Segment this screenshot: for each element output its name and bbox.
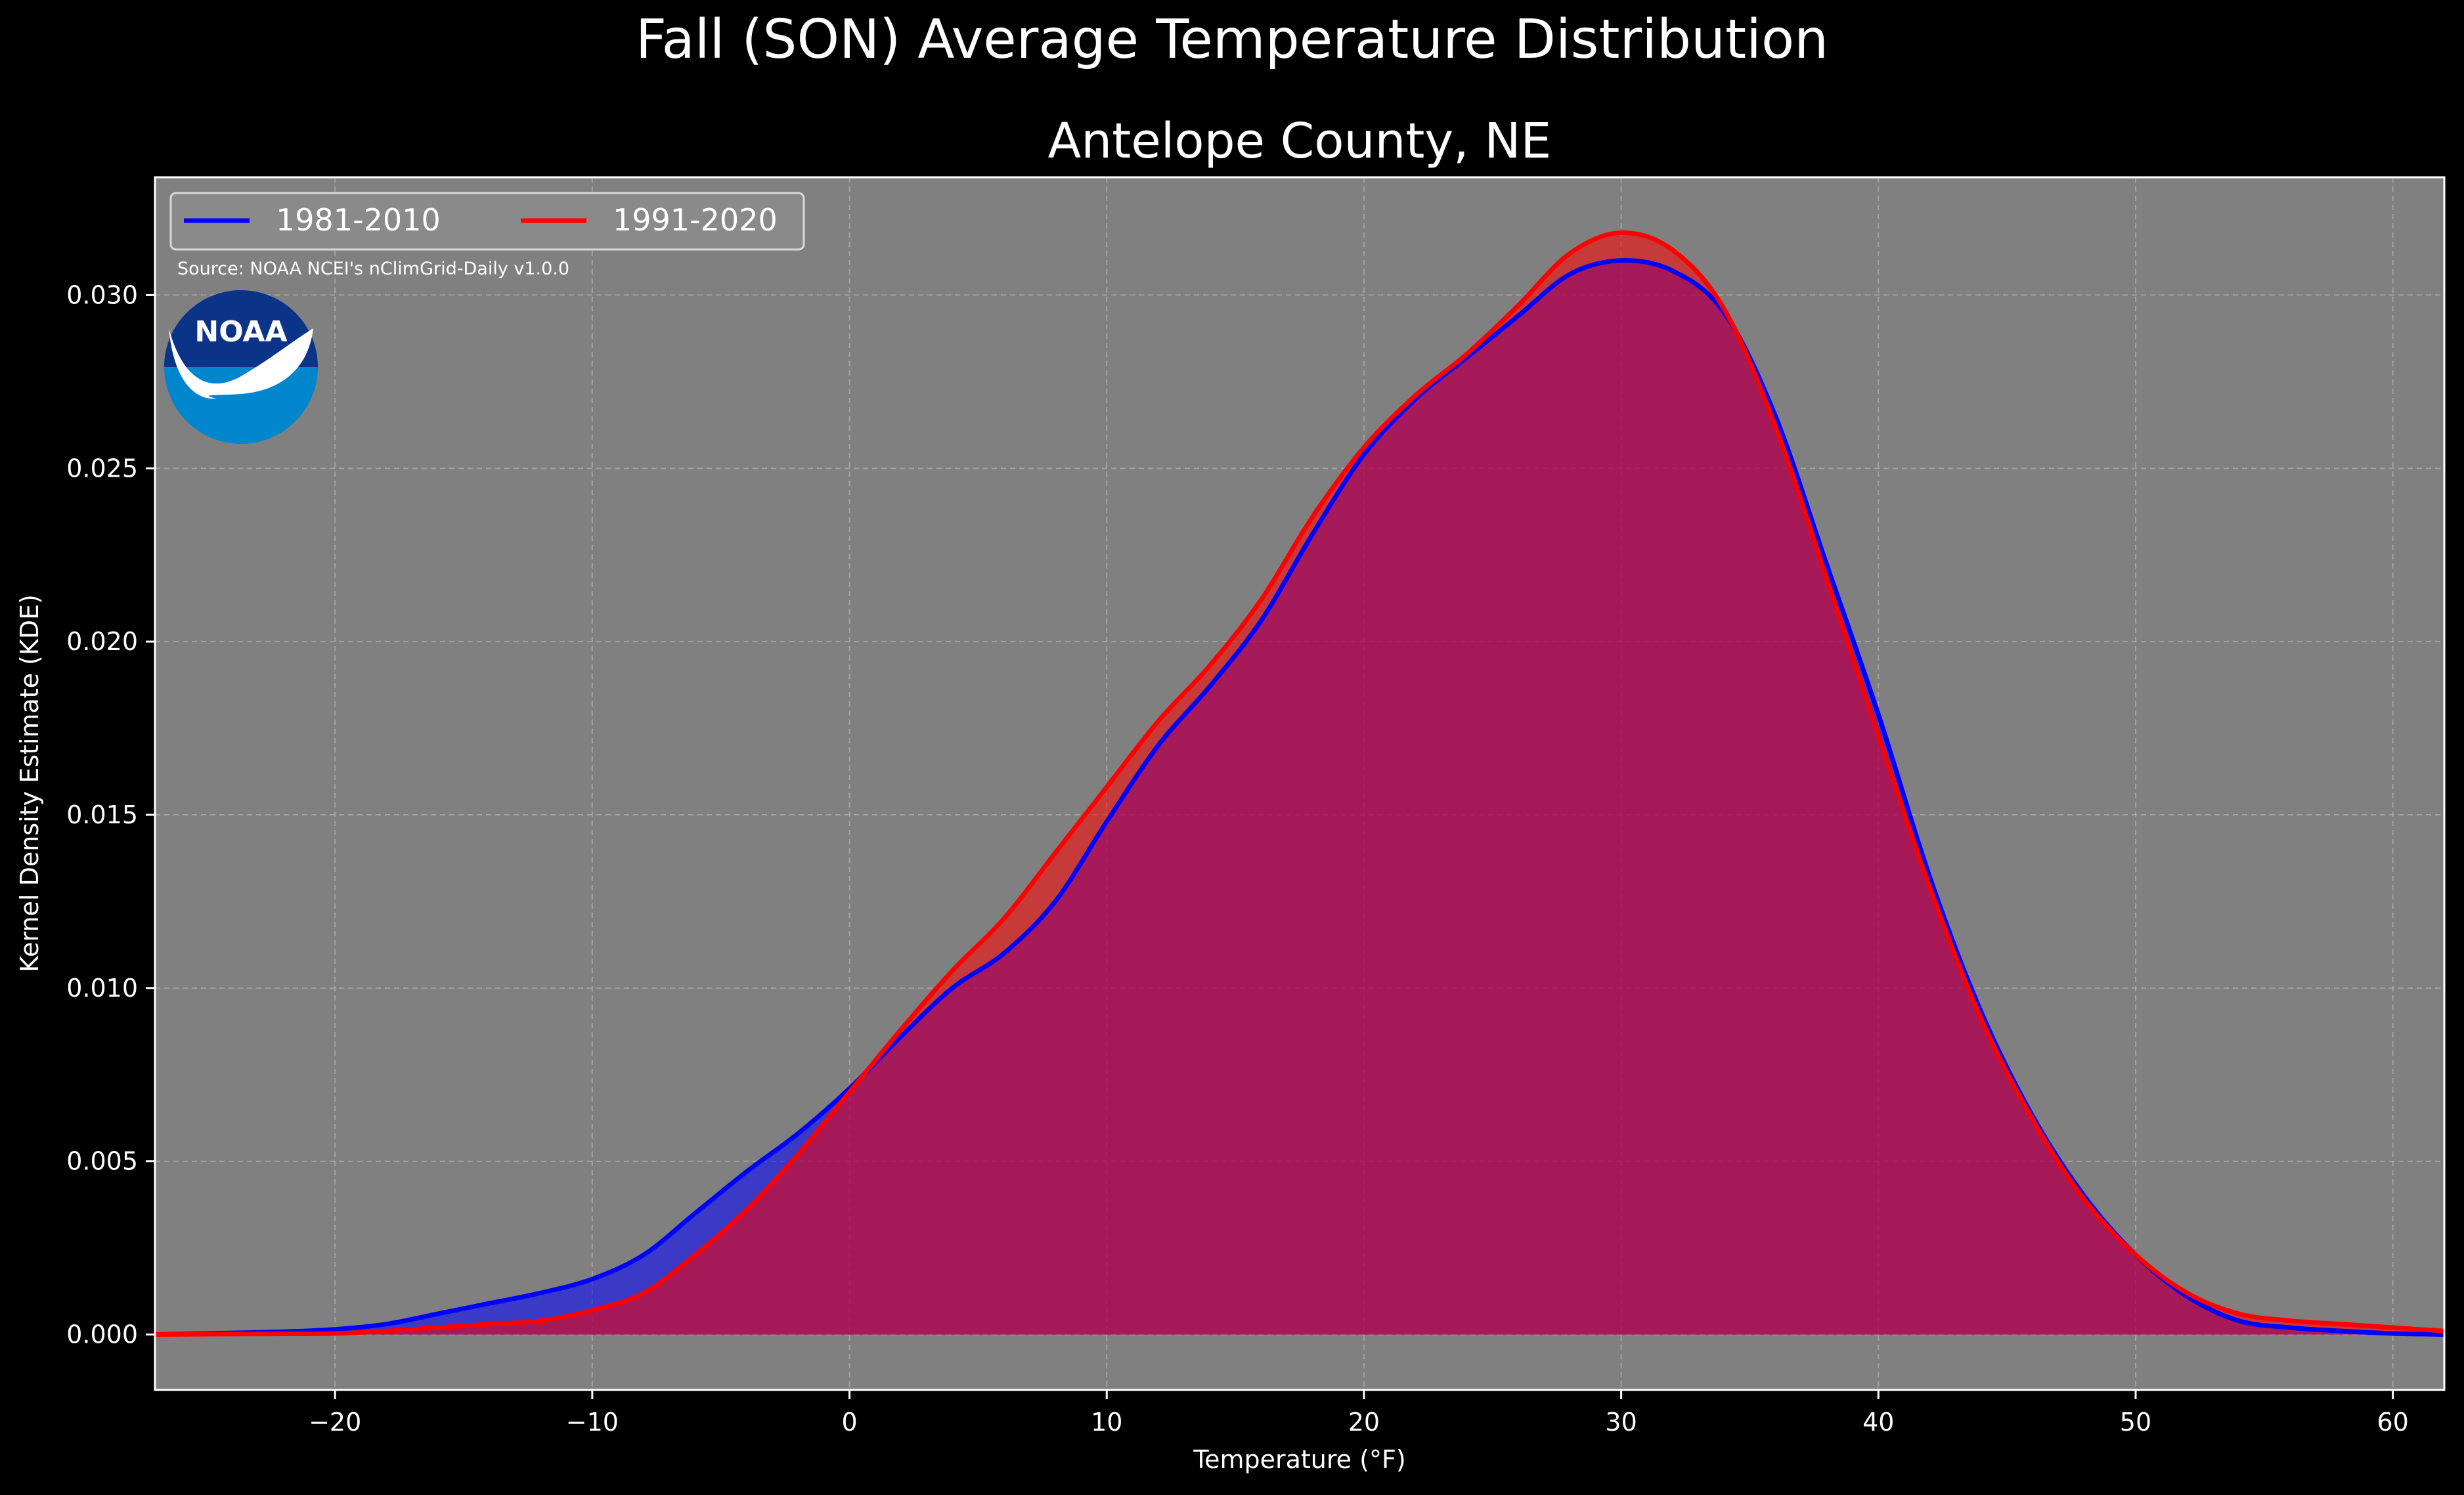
chart-subtitle: Antelope County, NE [1048, 113, 1552, 169]
x-tick-label: 60 [2377, 1408, 2408, 1437]
x-tick-label: −10 [566, 1408, 619, 1437]
noaa-logo-text: NOAA [194, 315, 287, 349]
y-tick-label: 0.030 [66, 280, 138, 309]
y-axis: 0.000 0.005 0.010 0.015 0.020 0.025 0.030 [66, 280, 155, 1349]
y-tick-label: 0.015 [66, 800, 138, 829]
x-axis-label: Temperature (°F) [1193, 1445, 1405, 1474]
y-axis-label: Kernel Density Estimate (KDE) [15, 594, 44, 972]
x-tick-label: 40 [1862, 1408, 1894, 1437]
x-tick-label: 10 [1091, 1408, 1122, 1437]
legend-box [169, 192, 805, 251]
x-tick-label: 30 [1605, 1408, 1637, 1437]
y-tick-label: 0.005 [66, 1147, 138, 1176]
x-axis: −20 −10 0 10 20 30 40 50 60 [309, 1390, 2409, 1437]
series-line-1991-2020 [155, 230, 2444, 1337]
series-area-1991-2020 [155, 232, 2444, 1335]
x-tick-label: 0 [841, 1408, 857, 1437]
y-tick-label: 0.010 [66, 974, 138, 1003]
y-tick-label: 0.025 [66, 454, 138, 483]
legend-label-1981-2010: 1981-2010 [276, 202, 441, 238]
series-layer [155, 230, 2444, 1337]
x-tick-label: −20 [309, 1408, 361, 1437]
source-note: Source: NOAA NCEI's nClimGrid-Daily v1.0… [177, 259, 569, 279]
x-tick-label: 50 [2120, 1408, 2151, 1437]
plot-frame [154, 176, 2446, 1391]
y-tick-label: 0.020 [66, 627, 138, 656]
x-tick-label: 20 [1348, 1408, 1380, 1437]
noaa-logo: NOAA [164, 290, 318, 444]
y-tick-label: 0.000 [66, 1320, 138, 1349]
legend: 1981-2010 1991-2020 [169, 192, 805, 251]
legend-label-1991-2020: 1991-2020 [613, 202, 778, 238]
chart-title: Fall (SON) Average Temperature Distribut… [636, 9, 1828, 71]
